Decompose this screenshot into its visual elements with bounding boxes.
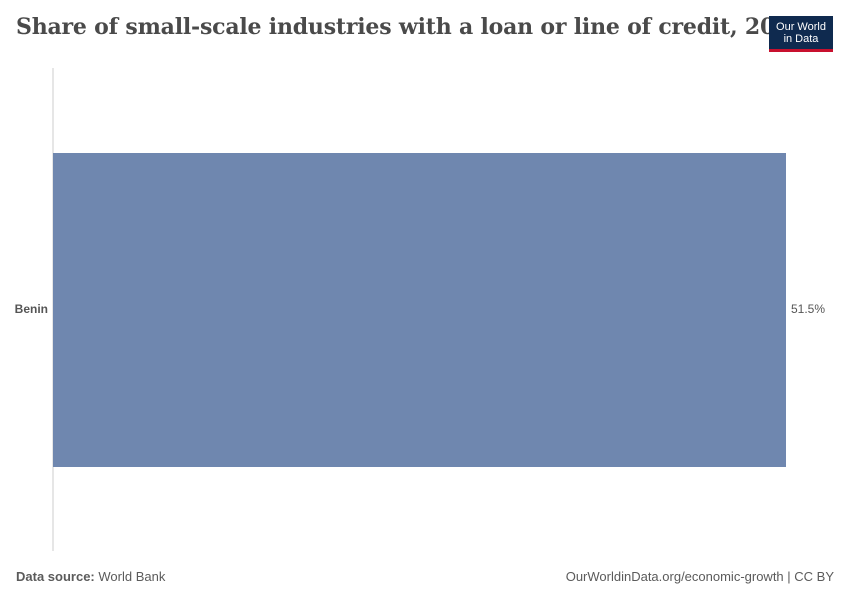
- logo-line-2: in Data: [783, 33, 819, 45]
- owid-logo[interactable]: Our World in Data: [769, 16, 833, 52]
- value-label: 51.5%: [791, 302, 825, 316]
- chart-title: Share of small-scale industries with a l…: [16, 14, 806, 40]
- data-source: Data source: World Bank: [16, 569, 165, 584]
- data-source-label: Data source:: [16, 569, 95, 584]
- bar-benin[interactable]: [53, 153, 786, 467]
- data-source-value: World Bank: [98, 569, 166, 584]
- category-label: Benin: [15, 302, 48, 316]
- source-url[interactable]: OurWorldinData.org/economic-growth | CC …: [565, 569, 834, 584]
- logo-line-1: Our World: [776, 21, 826, 33]
